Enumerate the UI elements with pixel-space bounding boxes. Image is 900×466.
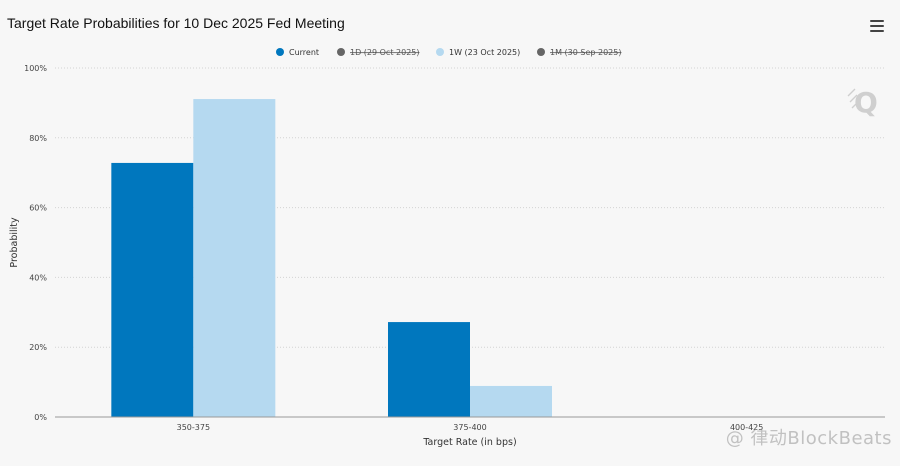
legend-dot xyxy=(537,48,545,56)
q-logo-icon: Q xyxy=(847,86,878,119)
legend-dot xyxy=(337,48,345,56)
bar-1w-350-375 xyxy=(193,99,276,417)
y-tick-label: 80% xyxy=(29,134,47,143)
hamburger-menu-icon[interactable] xyxy=(870,20,884,32)
bars xyxy=(111,99,552,417)
legend-label: 1D (29 Oct 2025) xyxy=(350,48,420,57)
y-tick-label: 40% xyxy=(29,273,47,282)
y-axis-title: Probability xyxy=(9,217,20,268)
x-axis-title: Target Rate (in bps) xyxy=(422,437,516,448)
y-tick-label: 100% xyxy=(24,64,47,73)
y-tick-label: 60% xyxy=(29,204,47,213)
legend-label: Current xyxy=(289,48,319,57)
x-tick-label: 350-375 xyxy=(177,423,210,432)
y-tick-label: 20% xyxy=(29,343,47,352)
legend-label: 1M (30 Sep 2025) xyxy=(550,48,621,57)
x-tick-label: 375-400 xyxy=(453,423,486,432)
legend: Current 1D (29 Oct 2025) 1W (23 Oct 2025) 1… xyxy=(276,48,621,57)
bar-1w-375-400 xyxy=(470,385,552,417)
legend-item[interactable]: 1W (23 Oct 2025) xyxy=(436,48,520,57)
y-tick-label: 0% xyxy=(34,413,47,422)
bar-current-350-375 xyxy=(111,162,194,417)
legend-label: 1W (23 Oct 2025) xyxy=(449,48,520,57)
legend-item[interactable]: Current xyxy=(276,48,319,57)
legend-dot xyxy=(436,48,444,56)
chart-title: Target Rate Probabilities for 10 Dec 202… xyxy=(7,15,345,31)
bar-current-375-400 xyxy=(388,322,470,417)
legend-item[interactable]: 1M (30 Sep 2025) xyxy=(537,48,621,57)
svg-text:Q: Q xyxy=(854,86,878,119)
watermark-text: @ 律动BlockBeats xyxy=(725,428,892,449)
axes: 0% 20% 40% 60% 80% 100% 350-375 375-400 400-425 xyxy=(24,64,885,432)
legend-dot xyxy=(276,48,284,56)
legend-item[interactable]: 1D (29 Oct 2025) xyxy=(337,48,420,57)
x-tick-label: 400-425 xyxy=(730,423,763,432)
